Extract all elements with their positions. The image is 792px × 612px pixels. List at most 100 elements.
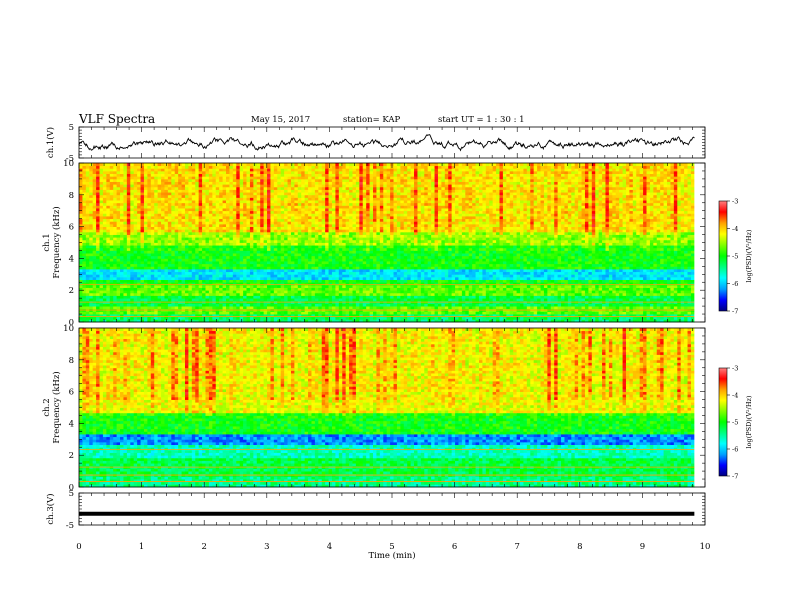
spectrogram-cell [691,298,695,301]
spectrogram-cell [684,317,688,320]
spectrogram-cell [154,250,158,253]
spectrogram-cell [270,296,274,299]
spectrogram-cell [568,280,572,283]
spectrogram-cell [192,306,196,309]
spectrogram-cell [609,293,613,296]
spectrogram-cell [660,317,664,320]
spectrogram-cell [435,248,439,251]
spectrogram-cell [89,306,93,309]
spectrogram-cell [277,298,281,301]
spectrogram-cell [407,288,411,291]
spectrogram-cell [465,303,469,306]
spectrogram-cell [510,280,514,283]
spectrogram-cell [503,264,507,267]
spectrogram-cell [216,266,220,269]
spectrogram-cell [315,266,319,269]
spectrogram-cell [288,303,292,306]
spectrogram-cell [110,311,114,314]
spectrogram-cell [441,306,445,309]
spectrogram-cell [506,290,510,293]
spectrogram-cell [691,272,695,275]
spectrogram-cell [527,253,531,256]
spectrogram-cell [404,256,408,259]
spectrogram-cell [106,311,110,314]
spectrogram-cell [421,285,425,288]
spectrogram-cell [209,272,213,275]
spectrogram-cell [595,266,599,269]
spectrogram-cell [130,261,134,264]
spectrogram-cell [233,277,237,280]
spectrogram-cell [660,293,664,296]
spectrogram-cell [660,280,664,283]
spectrogram-cell [154,248,158,251]
spectrogram-cell [520,303,524,306]
spectrogram-cell [79,285,83,288]
spectrogram-cell [681,280,685,283]
spectrogram-cell [424,261,428,264]
spectrogram-cell [657,264,661,267]
spectrogram-cell [397,272,401,275]
spectrogram-cell [329,280,333,283]
spectrogram-cell [435,258,439,261]
spectrogram-cell [164,303,168,306]
spectrogram-cell [243,290,247,293]
spectrogram-cell [595,258,599,261]
spectrogram-cell [147,248,151,251]
spectrogram-cell [154,261,158,264]
spectrogram-cell [493,288,497,291]
spectrogram-cell [633,296,637,299]
spectrogram-cell [619,264,623,267]
spectrogram-cell [117,264,121,267]
spectrogram-cell [510,253,514,256]
spectrogram-cell [158,298,162,301]
spectrogram-cell [103,288,107,291]
spectrogram-cell [318,306,322,309]
spectrogram-cell [506,293,510,296]
spectrogram-cell [291,293,295,296]
spectrogram-cell [592,253,596,256]
spectrogram-cell [493,248,497,251]
spectrogram-cell [182,293,186,296]
spectrogram-cell [499,261,503,264]
spectrogram-cell [544,311,548,314]
spectrogram-cell [691,290,695,293]
spectrogram-cell [438,277,442,280]
spectrogram-cell [428,261,432,264]
spectrogram-cell [175,293,179,296]
spectrogram-cell [664,296,668,299]
spectrogram-cell [175,256,179,259]
spectrogram-cell [469,288,473,291]
spectrogram-cell [154,266,158,269]
spectrogram-cell [305,296,309,299]
spectrogram-cell [335,317,339,320]
spectrogram-cell [226,306,230,309]
spectrogram-cell [527,293,531,296]
spectrogram-cell [322,264,326,267]
spectrogram-cell [175,285,179,288]
spectrogram-cell [448,293,452,296]
spectrogram-cell [117,311,121,314]
spectrogram-cell [318,288,322,291]
spectrogram-cell [240,288,244,291]
spectrogram-cell [79,306,83,309]
spectrogram-cell [476,303,480,306]
spectrogram-cell [370,266,374,269]
spectrogram-cell [383,253,387,256]
spectrogram-cell [636,256,640,259]
spectrogram-cell [452,261,456,264]
spectrogram-cell [438,256,442,259]
spectrogram-cell [113,311,117,314]
spectrogram-cell [431,256,435,259]
spectrogram-cell [506,248,510,251]
spectrogram-cell [612,269,616,272]
spectrogram-cell [636,311,640,314]
spectrogram-cell [96,288,100,291]
spectrogram-cell [404,266,408,269]
spectrogram-cell [582,290,586,293]
spectrogram-cell [482,261,486,264]
spectrogram-cell [301,290,305,293]
spectrogram-cell [462,298,466,301]
spectrogram-cell [455,298,459,301]
spectrogram-cell [688,274,692,277]
spectrogram-cell [332,280,336,283]
